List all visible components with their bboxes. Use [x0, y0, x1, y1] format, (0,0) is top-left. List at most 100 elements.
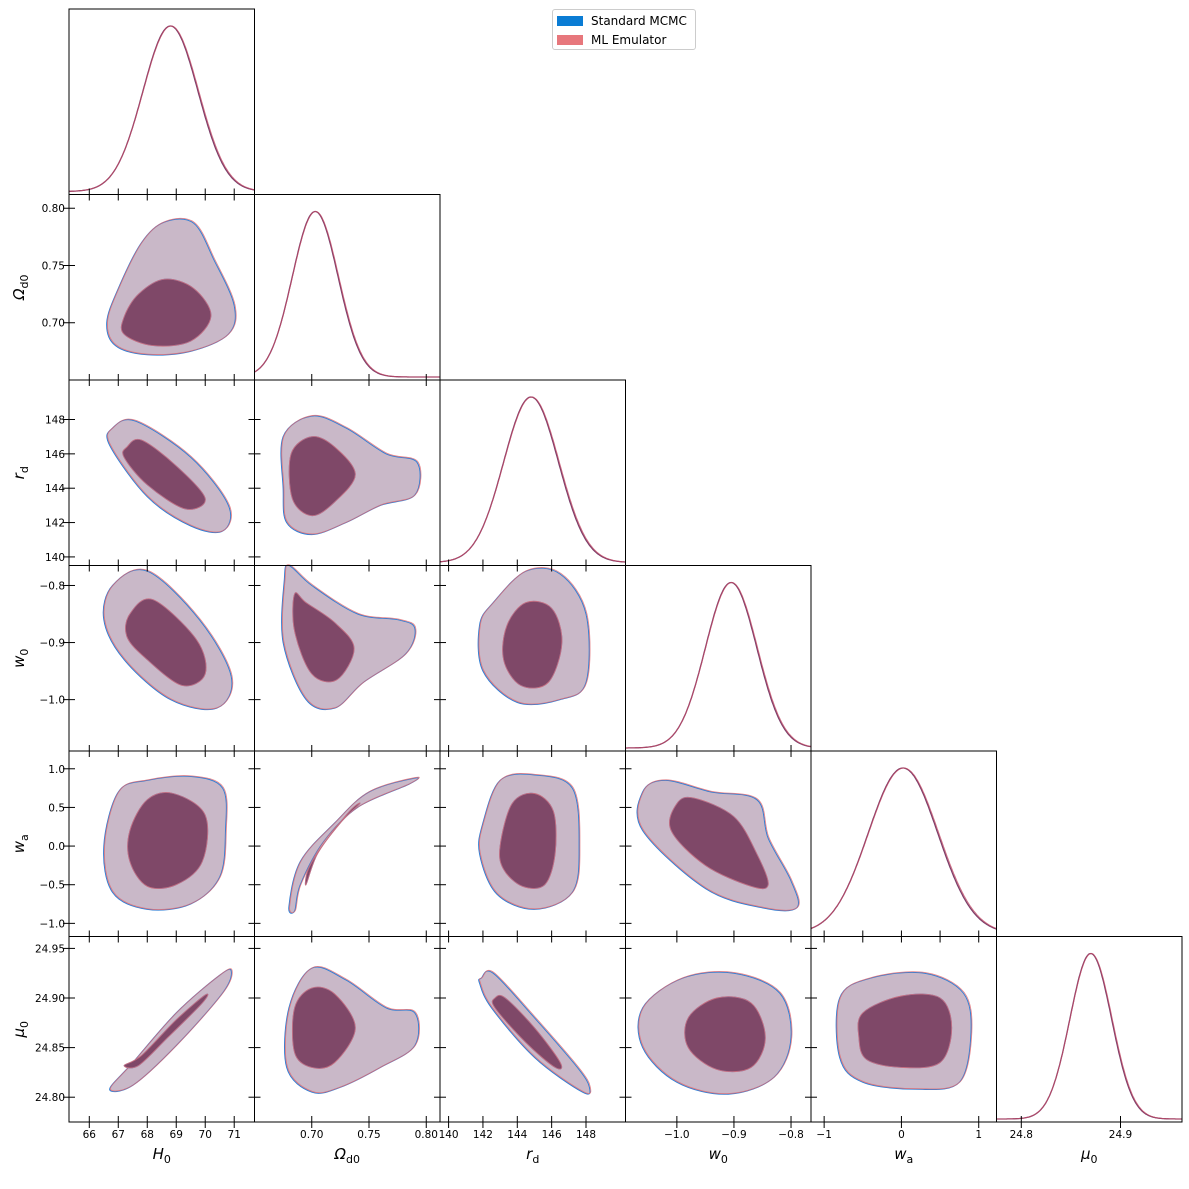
contour-outer-emulator: [289, 776, 420, 914]
y-tick-label: 0.80: [42, 203, 65, 215]
x-tick-label: 24.9: [1109, 1129, 1132, 1141]
x-axis-label-r_d: rd: [526, 1145, 539, 1166]
x-tick-label: −1.0: [664, 1129, 690, 1141]
contour-inner-mcmc: [123, 993, 209, 1069]
panel-frame-3-3: [625, 565, 812, 752]
y-tick-label: −1.0: [40, 695, 66, 707]
x-axis-label-w0: w0: [709, 1145, 728, 1166]
x-axis-label-mu0: μ0: [1080, 1145, 1098, 1166]
contour-inner-emulator: [491, 994, 563, 1070]
y-axis-label-wa: wa: [10, 834, 31, 853]
contour-outer-emulator: [109, 968, 233, 1092]
contour-inner-emulator: [292, 592, 355, 683]
contour-inner-mcmc: [491, 994, 563, 1070]
x-tick-label: 1: [975, 1129, 982, 1141]
y-tick-label: 24.95: [35, 943, 65, 955]
x-tick-label: 0.70: [300, 1129, 323, 1141]
contour-inner-emulator: [499, 792, 557, 889]
contour-outer-emulator: [284, 966, 420, 1094]
x-tick-label: 67: [112, 1129, 125, 1141]
contour-outer-emulator: [281, 414, 422, 535]
marginal-panel-w0: [625, 581, 812, 749]
y-tick-label: 0.75: [42, 260, 65, 272]
legend: Standard MCMC ML Emulator: [552, 9, 696, 50]
contour-outer-emulator: [281, 564, 417, 710]
y-tick-label: 0.70: [42, 318, 65, 330]
contour-outer-emulator: [103, 775, 228, 911]
y-tick-label: 24.90: [35, 993, 65, 1005]
contour-panel-wa-H0: [103, 775, 228, 911]
marginal-curve-emulator: [69, 25, 255, 192]
contour-inner-emulator: [122, 438, 206, 510]
y-tick-label: 1.0: [48, 764, 65, 776]
contour-panel-wa-Omega_d0: [288, 776, 420, 914]
x-tick-label: 66: [83, 1129, 97, 1141]
contour-inner-emulator: [125, 598, 207, 687]
marginal-curve-emulator: [625, 582, 812, 749]
contour-outer-emulator: [836, 971, 973, 1090]
x-tick-label: 69: [170, 1129, 183, 1141]
x-tick-label: −0.9: [721, 1129, 747, 1141]
marginal-curve-emulator: [810, 767, 997, 929]
legend-swatch-emulator: [557, 35, 583, 45]
marginal-panel-r_d: [439, 396, 626, 563]
marginal-curve-mcmc: [996, 952, 1182, 1120]
y-tick-label: −0.9: [40, 638, 66, 650]
y-tick-label: 144: [45, 483, 65, 495]
x-axis-label-wa: wa: [894, 1145, 913, 1166]
contour-outer-emulator: [103, 568, 234, 710]
x-tick-label: −0.8: [778, 1129, 804, 1141]
y-tick-label: 148: [45, 415, 65, 427]
y-tick-label: 146: [45, 449, 65, 461]
panel-frame-0-0: [68, 8, 255, 195]
y-tick-label: 0.0: [48, 841, 65, 853]
marginal-curve-mcmc: [810, 767, 997, 930]
legend-label-mcmc: Standard MCMC: [591, 14, 687, 28]
x-tick-label: 68: [141, 1129, 154, 1141]
contour-inner-emulator: [123, 993, 209, 1069]
y-axis-label-w0: w0: [10, 649, 31, 668]
marginal-curve-mcmc: [69, 25, 255, 192]
x-tick-label: 148: [576, 1129, 596, 1141]
contour-panel-w0-r_d: [477, 567, 591, 706]
contour-inner-emulator: [304, 802, 361, 886]
contour-inner-emulator: [127, 792, 209, 889]
contour-outer-emulator: [479, 969, 592, 1094]
contour-inner-emulator: [288, 436, 356, 517]
contour-panel-wa-w0: [636, 779, 800, 912]
y-tick-label: 142: [45, 518, 65, 530]
y-tick-label: 0.5: [48, 802, 65, 814]
x-tick-label: −1: [816, 1129, 831, 1141]
x-tick-label: 140: [439, 1129, 459, 1141]
contour-outer-emulator: [107, 418, 232, 533]
marginal-curve-mcmc: [439, 396, 626, 563]
y-tick-label: −0.8: [40, 580, 66, 592]
marginal-curve-emulator: [254, 210, 440, 378]
x-tick-label: 0: [898, 1129, 905, 1141]
x-tick-label: 144: [507, 1129, 527, 1141]
y-tick-label: 24.80: [35, 1092, 65, 1104]
y-axis-label-r_d: rd: [10, 466, 31, 479]
x-axis-label-H0: H0: [153, 1145, 171, 1166]
contour-panel-mu0-wa: [835, 971, 973, 1091]
x-tick-label: 70: [199, 1129, 212, 1141]
contour-panel-mu0-H0: [109, 968, 233, 1093]
legend-item-emulator: ML Emulator: [557, 33, 666, 47]
contour-panel-mu0-r_d: [478, 969, 592, 1095]
marginal-panel-wa: [810, 767, 997, 930]
marginal-panel-Omega_d0: [254, 210, 440, 378]
y-tick-label: −0.5: [40, 880, 66, 892]
contour-panel-w0-H0: [102, 568, 234, 711]
contour-outer-emulator: [637, 779, 800, 911]
marginal-panel-H0: [69, 25, 255, 192]
contour-outer-emulator: [478, 772, 581, 910]
contour-inner-emulator: [502, 600, 563, 689]
x-tick-label: 0.80: [415, 1129, 438, 1141]
contour-panel-wa-r_d: [478, 772, 581, 910]
contour-outer-emulator: [478, 567, 591, 705]
y-axis-label-mu0: μ0: [10, 1021, 31, 1039]
contour-panel-mu0-w0: [637, 971, 793, 1095]
contour-panel-r_d-Omega_d0: [280, 414, 422, 536]
contour-outer-emulator: [107, 217, 237, 356]
